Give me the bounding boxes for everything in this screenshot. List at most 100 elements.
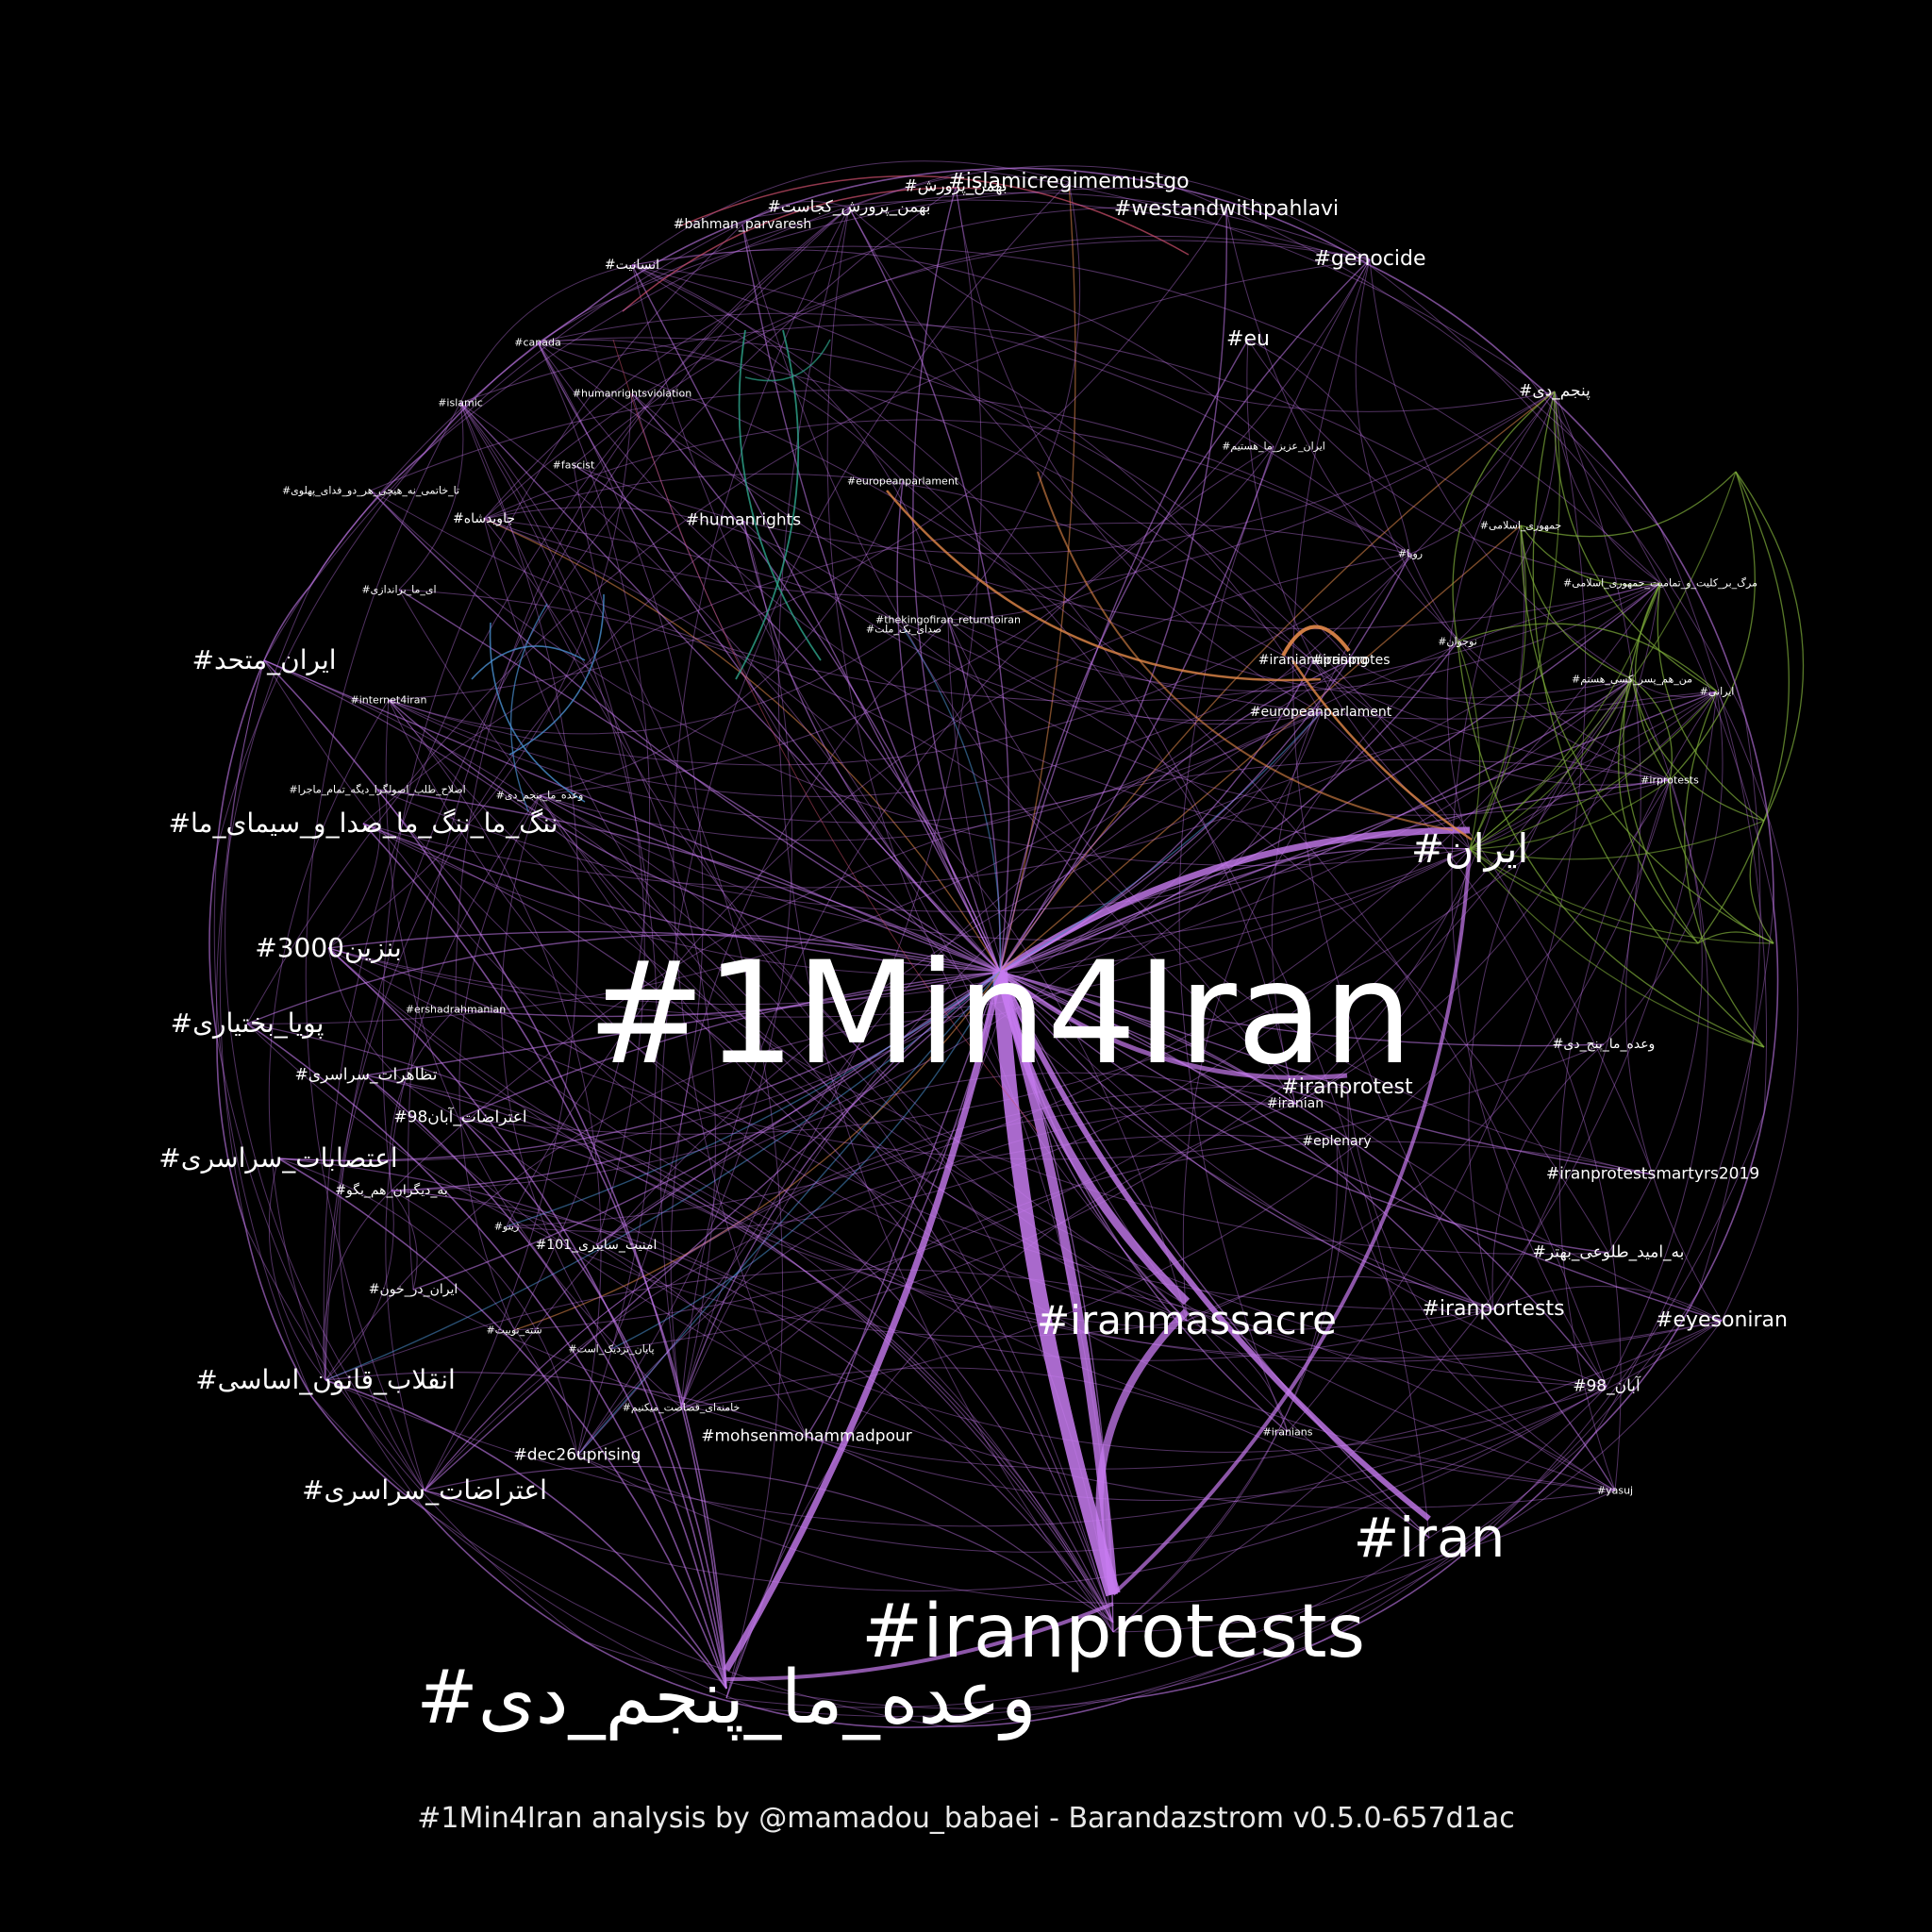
node-label-genocide: #genocide xyxy=(1313,247,1426,271)
edge-green-7-11 xyxy=(1735,471,1805,822)
node-label-payan: #پایان_نزدیک_است xyxy=(568,1342,655,1356)
edge-marg-thekingofiran xyxy=(947,582,1661,692)
node-label-bahman_k: #بهمن_پرورش_کجاست xyxy=(767,197,931,217)
edge-payan-vaadeh3 xyxy=(501,794,612,1350)
node-label-iranmassacre: #iranmassacre xyxy=(1037,1297,1337,1343)
edge-tazahorat-yasuj xyxy=(365,1074,1616,1509)
edge-green-0-3 xyxy=(1553,391,1718,692)
edge-hub-iranprotest xyxy=(998,970,1348,1080)
edge-hub-bahman_k xyxy=(848,207,1010,973)
node-label-iranportests: #iranportests xyxy=(1422,1297,1565,1321)
node-label-marg: #مرگ_بر_کلیت_و_تمامیت_جمهوری_اسلامی xyxy=(1563,576,1757,590)
edge-iranprotests-iranmassacre xyxy=(1095,1308,1190,1596)
node-label-tazahorat: #تظاهرات_سراسری xyxy=(294,1065,438,1085)
edge-hub-javidshah xyxy=(483,518,1001,973)
edge-sheh-canada xyxy=(513,341,651,1331)
edge-etesabat-eup_big xyxy=(277,711,1322,1162)
edge-rooya-irprotests xyxy=(1409,553,1671,781)
edge-beomid-javidshah xyxy=(483,518,1609,1254)
edge-eplenary-eterazat xyxy=(424,1134,1338,1491)
node-label-eyesoniran: #eyesoniran xyxy=(1656,1308,1788,1332)
edge-pouya-panjomdey xyxy=(246,391,1556,1024)
edge-yasuj-enghelab xyxy=(325,1269,1616,1491)
edge-rim-23 xyxy=(424,310,586,454)
edge-iran_zadeh-thekingofiran xyxy=(947,445,1274,621)
edge-rim-11 xyxy=(1471,1433,1595,1548)
edge-hub-vaadeh xyxy=(723,971,1004,1672)
edge-hub-dec26 xyxy=(576,971,1001,1457)
edge-martyrs-khamenei xyxy=(680,1141,1654,1408)
edge-vaadeh-aban98 xyxy=(725,1386,1607,1708)
edge-iranians-iranmassacre xyxy=(1186,1320,1289,1433)
edge-iranian-iran_fa xyxy=(1294,848,1471,1105)
node-label-panjomdey: #پنجم_دی xyxy=(1519,381,1591,401)
edge-martyrs-ensaniat xyxy=(631,264,1654,1175)
edge-bahman_k-iranmassacre xyxy=(826,207,1188,1322)
edge-rim-25 xyxy=(263,584,312,661)
node-label-canada: #canada xyxy=(514,336,561,349)
node-label-islamic: #islamic xyxy=(438,396,483,409)
edge-eslah-benzin xyxy=(327,789,381,949)
edge-rim2-24 xyxy=(216,452,425,850)
edge-nang-iran_fa xyxy=(362,823,1471,975)
edge-khamenei-irprotests xyxy=(680,779,1671,1408)
edge-rim-21 xyxy=(754,169,973,218)
edge-green-4-8 xyxy=(1669,779,1774,944)
node-label-iranprotest: #iranprotest xyxy=(1281,1075,1413,1099)
edge-rim2-25 xyxy=(216,584,312,1039)
node-label-sheh: #شته_توییت xyxy=(486,1324,542,1337)
edge-green-2-7 xyxy=(1657,582,1765,822)
edge-iranian-rooya xyxy=(1271,553,1411,1105)
edge-iran-thekingofiran xyxy=(947,619,1430,1539)
edge-eterazat_aban-benzin xyxy=(327,947,461,1119)
edge-zhino-iran_fa xyxy=(506,848,1471,1233)
edge-iranians-panjomdey xyxy=(1287,391,1587,1433)
node-label-ey_iran: #ای_ما_براندازی xyxy=(361,583,437,596)
edge-iranprotests-eyesoniran xyxy=(1112,1320,1723,1633)
edge-iran_mottahed-yasuj xyxy=(263,659,1616,1491)
edge-rim2-11 xyxy=(1471,1112,1765,1548)
edge-etesabat-dec26 xyxy=(277,1158,578,1457)
edge-bahman_en-bedigaran xyxy=(381,224,743,1191)
edge-iran_fa-canada xyxy=(537,341,1471,850)
edge-iran_mottahed-eterazat xyxy=(225,659,425,1491)
edge-green-iran-4 xyxy=(1469,779,1671,850)
edge-hub-iranians xyxy=(999,971,1289,1433)
edge-green-1-5 xyxy=(1520,525,1633,680)
edge-ta_khatami-marg xyxy=(370,490,1661,702)
edge-hub-dec26 xyxy=(576,1013,1001,1457)
edge-rim-0 xyxy=(216,659,265,850)
edge-hub-genocide xyxy=(999,258,1371,973)
edge-fascist-genocide xyxy=(573,235,1371,466)
edge-rim-24 xyxy=(310,452,425,586)
edge-hub-ensaniat xyxy=(631,264,1001,973)
edge-irmustgo-khamenei xyxy=(659,181,1070,1408)
edge-hub-eyesoniran xyxy=(999,971,1723,1322)
node-label-amniat: #امنیت_سایبری_101 xyxy=(535,1238,658,1253)
node-label-eup_small: #europeanparlament xyxy=(846,475,959,488)
edge-green-iran-3 xyxy=(1469,691,1718,850)
edge-iranprotests-benzin xyxy=(327,947,1114,1624)
edge-vaadeh-enghelab xyxy=(325,1379,727,1690)
edge-rim-5 xyxy=(424,1508,586,1642)
caption: #1Min4Iran analysis by @mamadou_babaei -… xyxy=(417,1802,1515,1835)
edge-ir_protes-manham xyxy=(1350,659,1633,707)
edge-hub-internet4iran xyxy=(388,699,1001,973)
edge-iranianuprising-irprotests xyxy=(1312,659,1671,786)
edge-marg-khamenei xyxy=(680,582,1661,1408)
edge-tazahorat-iranprotests xyxy=(365,1074,1114,1633)
edge-hub-ir_protes xyxy=(999,659,1352,973)
edge-vaadeh-iran_mottahed xyxy=(263,659,727,1690)
edge-javidshah-genocide xyxy=(483,240,1371,520)
edge-rim-13 xyxy=(1697,1112,1765,1293)
node-label-aban98: #آبان_98 xyxy=(1573,1376,1641,1396)
edge-iranians-genocide xyxy=(1178,258,1371,1433)
edge-ey_iran-islamic xyxy=(398,402,464,591)
edge-green-iran-7 xyxy=(1469,820,1765,860)
edge-iranian-marg xyxy=(1294,582,1661,1105)
edge-hrviolation-iranian_zan xyxy=(631,392,1718,720)
edge-hub-sedaye xyxy=(903,628,1002,973)
edge-manham-iranian_zan xyxy=(1631,678,1718,698)
edge-westand-irprotests xyxy=(1225,208,1671,781)
edge-eup_big-thekingofiran xyxy=(947,619,1322,724)
